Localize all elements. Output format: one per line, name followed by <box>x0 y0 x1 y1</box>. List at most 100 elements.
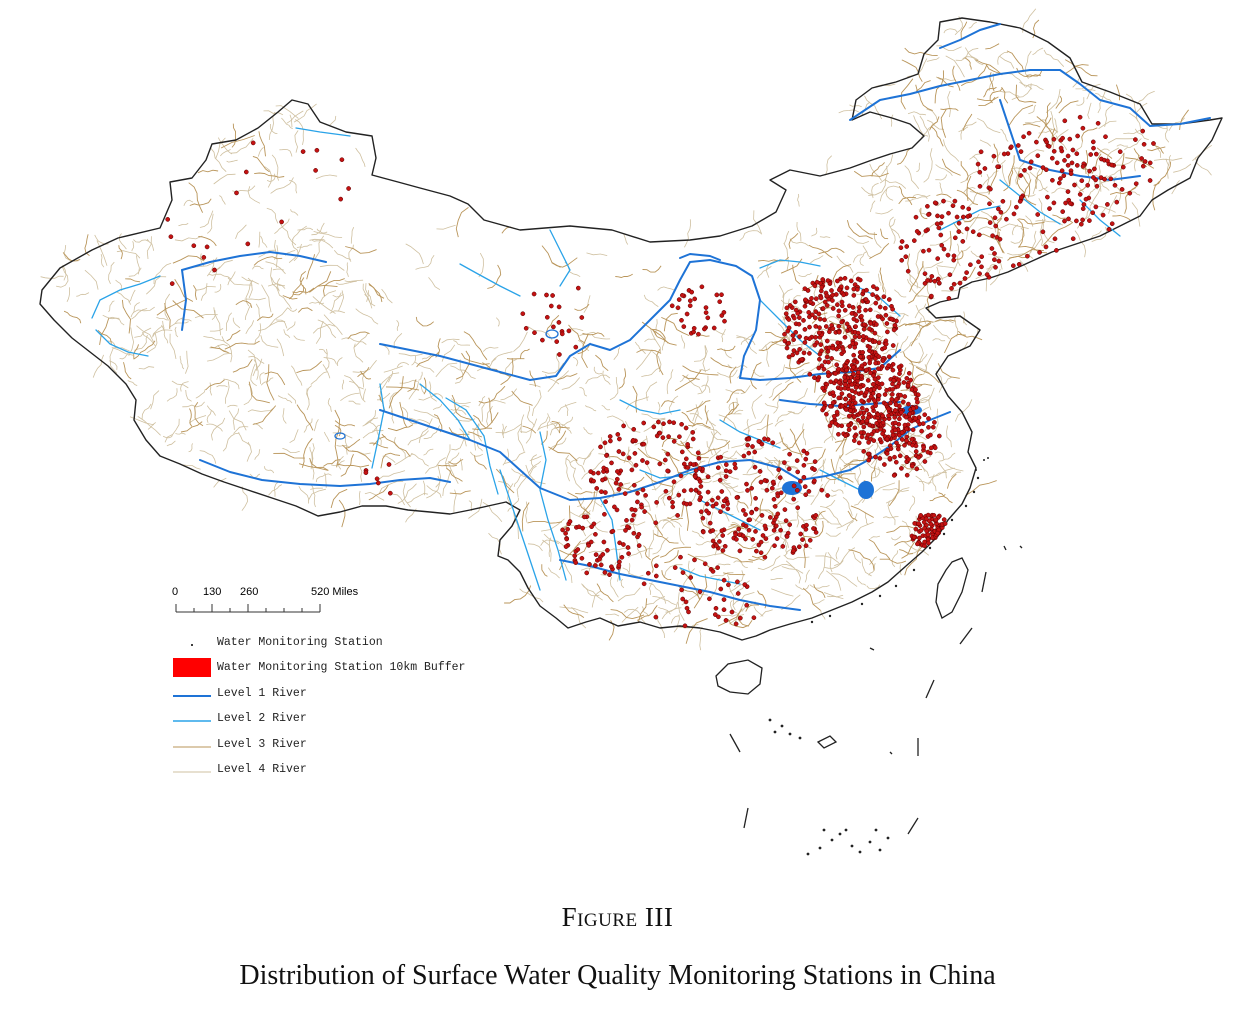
monitoring-station-marker <box>588 469 594 474</box>
minor-river <box>529 370 537 387</box>
monitoring-station-marker <box>716 614 721 620</box>
minor-river <box>1076 97 1085 106</box>
minor-river <box>559 606 589 614</box>
monitoring-station-marker <box>644 460 650 465</box>
monitoring-station-marker <box>851 358 857 364</box>
minor-river <box>625 396 649 410</box>
minor-river <box>898 320 934 328</box>
monitoring-station-marker <box>762 523 768 529</box>
islet <box>822 828 826 832</box>
minor-river <box>926 57 940 62</box>
minor-river <box>1019 81 1033 90</box>
minor-river <box>500 388 518 401</box>
monitoring-station-marker <box>914 466 920 472</box>
monitoring-station-marker <box>853 385 859 390</box>
monitoring-station-marker <box>598 444 603 450</box>
minor-river <box>583 295 591 313</box>
monitoring-station-marker <box>827 281 833 286</box>
monitoring-station-marker <box>750 537 756 542</box>
monitoring-station-marker <box>883 341 889 347</box>
minor-river <box>704 405 708 425</box>
minor-river <box>864 95 883 120</box>
monitoring-station-marker <box>799 357 805 362</box>
minor-river <box>185 350 189 374</box>
monitoring-station-marker <box>852 334 858 340</box>
minor-river <box>928 467 955 479</box>
minor-river <box>909 261 924 293</box>
minor-river <box>595 354 609 372</box>
monitoring-station-marker <box>919 428 924 434</box>
minor-river <box>831 573 858 587</box>
monitoring-station-marker <box>935 213 940 219</box>
monitoring-station-marker <box>859 317 865 323</box>
monitoring-station-marker <box>1151 141 1156 146</box>
minor-river <box>875 208 893 215</box>
minor-river <box>976 96 999 102</box>
minor-river <box>821 459 825 482</box>
minor-river <box>237 432 251 446</box>
monitoring-station-marker <box>916 455 921 460</box>
minor-river <box>419 383 425 394</box>
minor-river <box>673 614 680 633</box>
monitoring-station-marker <box>679 317 684 323</box>
minor-river <box>787 406 807 415</box>
monitoring-station-marker <box>725 506 731 512</box>
minor-river <box>133 340 156 360</box>
minor-river <box>726 389 745 404</box>
monitoring-station-marker <box>893 459 899 465</box>
minor-river <box>298 486 310 504</box>
minor-river <box>231 123 236 148</box>
minor-river <box>1073 141 1083 152</box>
monitoring-station-marker <box>625 545 631 550</box>
monitoring-station-marker <box>1045 194 1050 200</box>
monitoring-station-marker <box>880 413 886 419</box>
minor-river <box>282 447 300 453</box>
minor-river <box>820 609 826 620</box>
monitoring-station-marker <box>874 420 880 426</box>
minor-river <box>864 511 869 526</box>
minor-river <box>1003 168 1014 192</box>
minor-river <box>478 395 486 407</box>
monitoring-station-marker <box>874 286 880 292</box>
monitoring-station-marker <box>847 344 853 349</box>
minor-river <box>697 375 709 395</box>
monitoring-station-marker <box>876 340 882 346</box>
minor-river <box>923 174 930 183</box>
minor-river <box>618 368 627 389</box>
minor-river <box>411 355 416 366</box>
monitoring-station-marker <box>680 596 686 602</box>
monitoring-station-marker <box>692 557 697 563</box>
minor-river <box>1019 260 1029 272</box>
minor-river <box>939 260 959 281</box>
minor-river <box>432 403 442 411</box>
monitoring-station-marker <box>763 536 769 541</box>
monitoring-station-marker <box>964 226 970 232</box>
minor-river <box>582 584 603 601</box>
minor-river <box>810 255 824 264</box>
minor-river <box>728 401 739 411</box>
minor-river <box>341 337 367 345</box>
monitoring-station-marker <box>723 474 729 479</box>
minor-river <box>1008 155 1015 185</box>
minor-river <box>686 400 711 413</box>
monitoring-station-marker <box>612 504 617 510</box>
minor-river <box>953 250 964 261</box>
monitoring-station-marker <box>572 553 578 559</box>
monitoring-station-marker <box>824 293 830 299</box>
monitoring-station-marker <box>897 416 902 422</box>
monitoring-station-marker <box>949 286 954 291</box>
minor-river <box>396 319 400 331</box>
monitoring-station-marker <box>721 597 727 602</box>
minor-river <box>823 479 837 497</box>
monitoring-station-marker <box>313 168 318 173</box>
minor-river <box>1011 83 1032 100</box>
minor-river <box>1173 163 1192 173</box>
minor-river <box>362 283 373 309</box>
monitoring-station-marker <box>1018 173 1024 178</box>
monitoring-station-marker <box>860 415 866 420</box>
monitoring-station-marker <box>829 288 834 293</box>
monitoring-station-marker <box>544 292 549 298</box>
minor-river <box>601 404 611 411</box>
monitoring-station-marker <box>833 421 839 426</box>
monitoring-station-marker <box>876 393 882 398</box>
